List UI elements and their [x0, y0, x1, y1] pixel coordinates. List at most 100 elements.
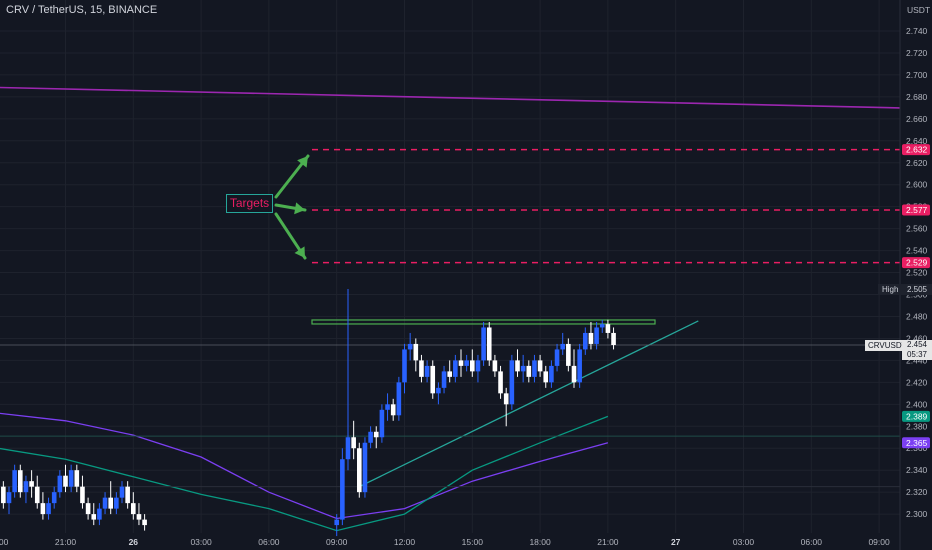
time-tick-label: 27: [671, 537, 681, 547]
candle-body: [74, 470, 80, 487]
level-badge-value: 2.632: [906, 145, 928, 155]
candle-body: [407, 343, 413, 350]
candle-body: [441, 371, 447, 388]
candle-body: [430, 365, 436, 394]
price-tick-label: 2.460: [906, 333, 928, 343]
candle-body: [334, 519, 339, 526]
symbol-label: CRVUSDT: [865, 340, 910, 351]
candle-body: [102, 497, 108, 509]
candle-body: [447, 371, 452, 377]
price-tick-label: 2.320: [906, 487, 928, 497]
bar-countdown: 05:37: [906, 350, 928, 359]
candle-body: [345, 437, 351, 460]
time-tick-label: 06:00: [258, 537, 280, 547]
level-badge-value: 2.365: [906, 438, 928, 448]
candle-body: [34, 486, 40, 504]
candle-body: [470, 360, 475, 372]
indicator-line: [0, 86, 932, 110]
candle-body: [357, 448, 362, 493]
candle-body: [114, 497, 119, 509]
candle-body: [396, 382, 402, 416]
target-levels: [0, 148, 900, 488]
candle-body: [537, 360, 543, 372]
candle-body: [63, 475, 68, 487]
indicator-line: [0, 415, 609, 532]
level-badge-value: 2.529: [906, 258, 928, 268]
candle-body: [46, 503, 51, 515]
time-tick-label: 03:00: [733, 537, 755, 547]
price-tick-label: 2.620: [906, 158, 928, 168]
price-tick-label: 2.700: [906, 70, 928, 80]
time-tick-label: 12:00: [394, 537, 416, 547]
level-badge: [902, 204, 930, 216]
candle-body: [362, 442, 368, 493]
candle-body: [515, 360, 520, 372]
price-tick-label: 2.480: [906, 311, 928, 321]
price-tick-label: 2.400: [906, 399, 928, 409]
arrow-head: [294, 246, 305, 258]
candle-body: [108, 497, 113, 509]
price-tick-label: 2.560: [906, 224, 928, 234]
currency-label: USDT: [907, 5, 930, 15]
candle-body: [599, 324, 605, 328]
candle-body: [18, 470, 23, 493]
chart-title: CRV / TetherUS, 15, BINANCE: [6, 4, 158, 16]
candle-body: [1, 486, 6, 504]
level-badge: [902, 437, 930, 449]
candle-body: [577, 349, 582, 383]
candle-body: [57, 475, 63, 493]
time-tick-label: 15:00: [462, 537, 484, 547]
candle-body: [413, 343, 419, 361]
price-tick-label: 2.740: [906, 26, 928, 36]
candle-body: [566, 343, 571, 366]
time-axis[interactable]: 18:00 21:00 26 03:00 06:00 09:00 12:00 15:00 18:…: [0, 537, 932, 547]
candle-body: [453, 360, 458, 377]
candle-body: [68, 470, 74, 487]
candle-body: [91, 514, 97, 520]
candle-body: [131, 503, 136, 515]
candle-body: [51, 492, 57, 504]
candle-body: [80, 486, 85, 504]
candle-body: [492, 360, 498, 372]
price-tick-label: 2.340: [906, 465, 928, 475]
level-badge-value: 2.577: [906, 205, 928, 215]
candle-body: [481, 327, 486, 361]
price-tick-label: 2.660: [906, 114, 928, 124]
candle-body: [532, 360, 537, 377]
chart-grid: [0, 0, 900, 533]
candle-body: [543, 371, 549, 383]
candle-body: [402, 349, 407, 383]
price-tick-label: 2.540: [906, 246, 928, 256]
candle-body: [119, 486, 125, 498]
candle-body: [373, 431, 379, 438]
candle-body: [475, 360, 481, 372]
time-tick-label: 18:00: [0, 537, 9, 547]
candle-body: [594, 327, 599, 344]
level-badge: [902, 257, 930, 269]
arrow-head: [294, 202, 305, 215]
high-value: 2.505: [902, 284, 932, 295]
time-tick-label: 21:00: [55, 537, 77, 547]
candle-body: [611, 332, 616, 346]
candle-body: [560, 343, 565, 350]
candle-body: [368, 431, 373, 443]
price-tick-label: 2.720: [906, 48, 928, 58]
price-tick-label: 2.600: [906, 180, 928, 190]
current-price-badge: 2.454 05:37: [902, 340, 932, 360]
price-axis[interactable]: 2.740 2.720 2.700 2.680 2.660 2.640 2.620 2.600…: [899, 0, 932, 550]
candle-body: [385, 404, 390, 410]
candle-body: [29, 481, 34, 487]
candle-body: [571, 365, 577, 383]
price-tick-label: 2.680: [906, 92, 928, 102]
indicator-lines: [0, 86, 932, 532]
price-tick-label: 2.380: [906, 421, 928, 431]
candle-body: [605, 324, 611, 333]
candle-body: [97, 508, 102, 520]
target-arrows: [274, 154, 310, 260]
price-tick-label: 2.640: [906, 136, 928, 146]
price-tick-label: 2.420: [906, 377, 928, 387]
candle-body: [340, 459, 345, 520]
candle-body: [486, 327, 492, 361]
candle-body: [379, 409, 385, 438]
